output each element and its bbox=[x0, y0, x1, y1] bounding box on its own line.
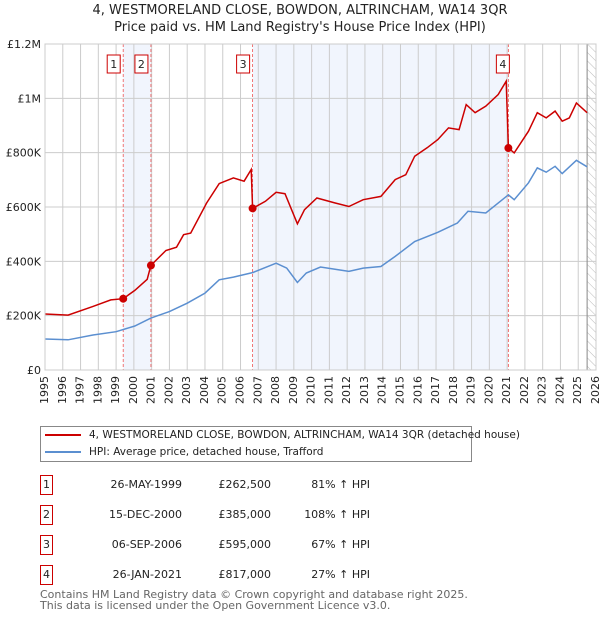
y-tick-label: £200K bbox=[6, 310, 42, 323]
x-tick-label: 2013 bbox=[358, 376, 371, 404]
sale-date: 26-JAN-2021 bbox=[112, 568, 182, 581]
x-tick-label: 2019 bbox=[465, 376, 478, 404]
x-tick-label: 2001 bbox=[145, 376, 158, 404]
y-tick-label: £400K bbox=[6, 255, 42, 268]
sale-point bbox=[146, 261, 155, 270]
x-tick-label: 2009 bbox=[287, 376, 300, 404]
y-tick-label: £1.2M bbox=[7, 38, 41, 51]
legend-label: 4, WESTMORELAND CLOSE, BOWDON, ALTRINCHA… bbox=[89, 429, 520, 441]
sale-point bbox=[248, 204, 257, 213]
sale-price: £595,000 bbox=[218, 538, 272, 551]
sale-date: 26-MAY-1999 bbox=[110, 478, 182, 491]
x-tick-label: 1999 bbox=[109, 376, 122, 404]
y-tick-label: £1M bbox=[18, 92, 42, 105]
sale-date: 15-DEC-2000 bbox=[108, 508, 182, 521]
sale-number: 1 bbox=[40, 475, 53, 495]
footer-licence: This data is licensed under the Open Gov… bbox=[40, 599, 391, 612]
x-tick-label: 2016 bbox=[411, 376, 424, 404]
y-tick-label: £0 bbox=[27, 364, 41, 377]
x-tick-label: 2006 bbox=[234, 376, 247, 404]
x-tick-label: 2004 bbox=[198, 376, 211, 404]
x-tick-label: 2005 bbox=[216, 376, 229, 404]
x-tick-label: 2002 bbox=[162, 376, 175, 404]
x-tick-label: 2021 bbox=[500, 376, 513, 404]
x-tick-label: 1997 bbox=[74, 376, 87, 404]
sale-number: 4 bbox=[40, 565, 53, 585]
x-tick-label: 1998 bbox=[91, 376, 104, 404]
x-tick-label: 1996 bbox=[56, 376, 69, 404]
x-tick-label: 2023 bbox=[536, 376, 549, 404]
price-series-line bbox=[44, 78, 588, 316]
x-tick-label: 2018 bbox=[447, 376, 460, 404]
x-tick-label: 2012 bbox=[340, 376, 353, 404]
sale-label: 2 bbox=[138, 58, 145, 71]
legend-swatch-blue bbox=[45, 451, 81, 453]
sale-label: 3 bbox=[240, 58, 247, 71]
x-tick-label: 2011 bbox=[322, 376, 335, 404]
x-tick-label: 2024 bbox=[553, 376, 566, 404]
footer: Contains HM Land Registry data © Crown c… bbox=[40, 589, 468, 611]
sale-date: 06-SEP-2006 bbox=[111, 538, 182, 551]
x-tick-label: 2020 bbox=[482, 376, 495, 404]
x-tick-label: 1995 bbox=[38, 376, 51, 404]
chart-subtitle: Price paid vs. HM Land Registry's House … bbox=[114, 20, 486, 35]
legend-item-property: 4, WESTMORELAND CLOSE, BOWDON, ALTRINCHA… bbox=[45, 427, 520, 443]
sale-row: 4 26-JAN-2021 £817,000 27% ↑ HPI bbox=[40, 565, 440, 585]
sale-label: 1 bbox=[110, 58, 117, 71]
sale-hpi: 81% ↑ HPI bbox=[311, 478, 370, 491]
x-tick-label: 2008 bbox=[269, 376, 282, 404]
sale-label-box bbox=[236, 54, 251, 74]
plot-border bbox=[44, 43, 597, 371]
footer-copyright: Contains HM Land Registry data © Crown c… bbox=[40, 588, 468, 601]
x-tick-label: 2022 bbox=[518, 376, 531, 404]
sale-row: 1 26-MAY-1999 £262,500 81% ↑ HPI bbox=[40, 475, 440, 495]
sale-label-box bbox=[134, 54, 149, 74]
sale-hpi: 67% ↑ HPI bbox=[311, 538, 370, 551]
sale-number: 2 bbox=[40, 505, 53, 525]
sale-price: £262,500 bbox=[218, 478, 272, 491]
x-tick-label: 2026 bbox=[589, 376, 600, 404]
x-tick-label: 2025 bbox=[571, 376, 584, 404]
sale-point bbox=[504, 144, 513, 153]
sale-hpi: 108% ↑ HPI bbox=[304, 508, 370, 521]
sale-label-box bbox=[106, 54, 121, 74]
sale-row: 3 06-SEP-2006 £595,000 67% ↑ HPI bbox=[40, 535, 440, 555]
hpi-series-line bbox=[44, 159, 588, 341]
sale-hpi: 27% ↑ HPI bbox=[311, 568, 370, 581]
legend: 4, WESTMORELAND CLOSE, BOWDON, ALTRINCHA… bbox=[40, 426, 520, 462]
sale-label: 4 bbox=[499, 58, 506, 71]
legend-swatch-red bbox=[45, 434, 81, 436]
legend-item-hpi: HPI: Average price, detached house, Traf… bbox=[45, 444, 323, 460]
chart-title: 4, WESTMORELAND CLOSE, BOWDON, ALTRINCHA… bbox=[92, 3, 508, 18]
sale-price: £817,000 bbox=[218, 568, 272, 581]
y-tick-label: £800K bbox=[6, 147, 42, 160]
x-tick-label: 2017 bbox=[429, 376, 442, 404]
x-tick-label: 2000 bbox=[127, 376, 140, 404]
x-tick-label: 2007 bbox=[251, 376, 264, 404]
price-chart: 1995 1996 1997 1998 1999 2000 2001 2002 2003 2004… bbox=[6, 38, 600, 404]
y-tick-label: £600K bbox=[6, 201, 42, 214]
legend-label: HPI: Average price, detached house, Traf… bbox=[89, 446, 324, 458]
sale-label-box bbox=[495, 54, 510, 74]
sale-point bbox=[119, 294, 128, 303]
sale-number: 3 bbox=[40, 535, 53, 555]
sale-price: £385,000 bbox=[218, 508, 272, 521]
x-tick-label: 2014 bbox=[376, 376, 389, 404]
x-tick-label: 2015 bbox=[393, 376, 406, 404]
x-tick-label: 2003 bbox=[180, 376, 193, 404]
sale-row: 2 15-DEC-2000 £385,000 108% ↑ HPI bbox=[40, 505, 440, 525]
x-tick-label: 2010 bbox=[305, 376, 318, 404]
